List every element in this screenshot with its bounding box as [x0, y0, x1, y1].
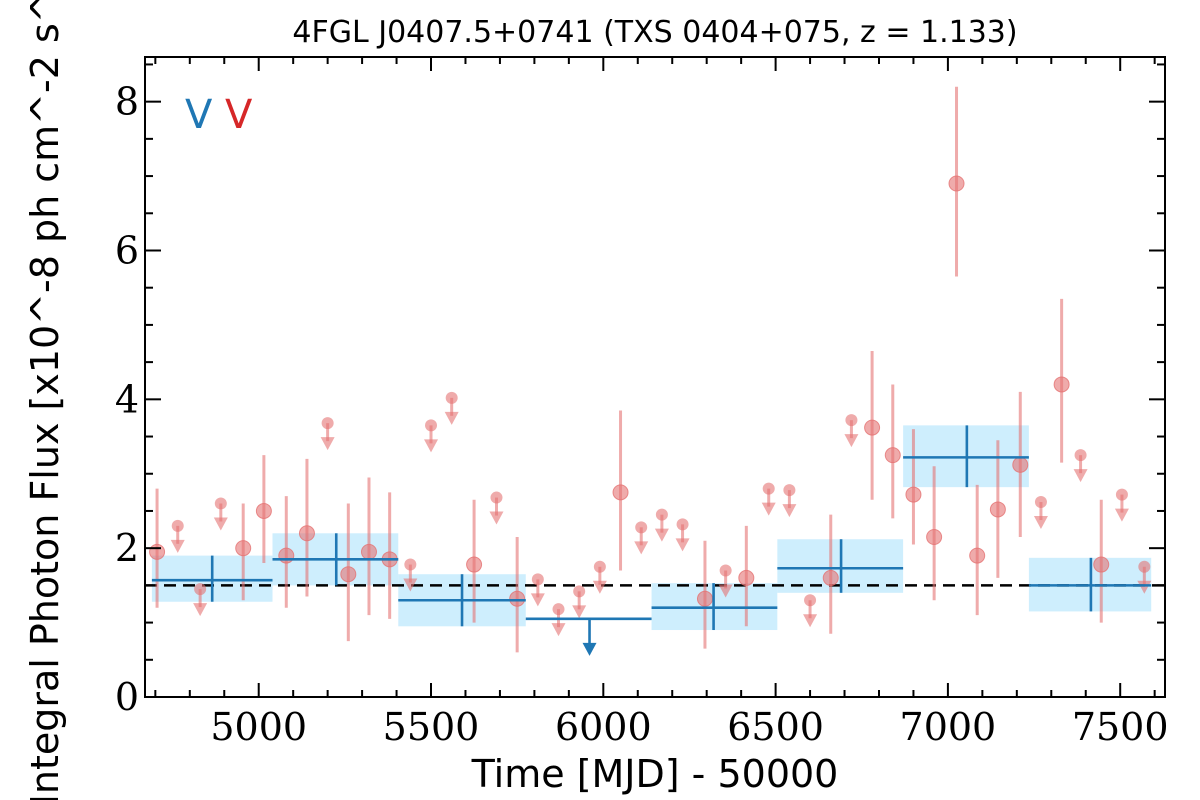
y-tick-label: 0 [115, 675, 139, 719]
upper-limit-arrow [572, 605, 587, 619]
upper-limit-arrow [170, 539, 185, 553]
upper-limit-arrow [444, 411, 459, 425]
x-axis-label: Time [MJD] - 50000 [471, 752, 839, 796]
upper-limit-arrow [1073, 469, 1088, 483]
data-point [255, 502, 272, 519]
upper-limit-point [804, 594, 817, 607]
upper-limit-arrow [654, 528, 669, 542]
upper-limit-point [445, 391, 458, 404]
data-point [738, 569, 755, 586]
marker-label: V [185, 92, 213, 138]
coarse-series [151, 425, 1152, 656]
upper-limit-arrow [675, 538, 690, 552]
upper-limit-point [321, 417, 334, 430]
data-point [509, 590, 526, 607]
data-point [884, 447, 901, 464]
x-tick-label: 6000 [555, 705, 652, 749]
marker-label: V [225, 92, 253, 138]
axis-ticks [145, 57, 1165, 698]
upper-limit-arrow [1033, 516, 1048, 530]
data-point [235, 540, 252, 557]
data-point [696, 590, 713, 607]
upper-limit-point [676, 518, 689, 531]
upper-limit-point [214, 497, 227, 510]
x-tick-label: 5500 [383, 705, 480, 749]
upper-limit-point [552, 603, 565, 616]
upper-limit-arrow [489, 511, 504, 525]
data-point [466, 556, 483, 573]
data-point [926, 529, 943, 545]
upper-limit-arrow [718, 584, 733, 598]
data-point [822, 569, 839, 586]
upper-limit-arrow [193, 603, 208, 617]
y-tick-label: 2 [115, 526, 139, 570]
upper-limit-point [1034, 496, 1047, 509]
y-axis-label: Integral Photon Flux [x10^-8 ph cm^-2 s^… [23, 0, 67, 800]
upper-limit-arrow [424, 439, 439, 453]
y-tick-label: 4 [115, 377, 139, 421]
upper-limit-point [1074, 449, 1087, 462]
upper-limit-point [573, 585, 586, 598]
data-point [360, 543, 377, 560]
data-point [1093, 556, 1110, 573]
upper-limit-point [762, 482, 775, 495]
upper-limit-point [635, 521, 648, 534]
upper-limit-point [845, 414, 858, 427]
coarse-upper-limit-arrow [582, 642, 597, 656]
data-point [905, 486, 922, 503]
upper-limit-arrow [213, 517, 228, 531]
upper-limit-arrow [1137, 580, 1152, 594]
upper-limit-arrow [761, 502, 776, 516]
data-point [1053, 376, 1070, 393]
data-point [612, 484, 629, 501]
data-point [278, 547, 295, 564]
y-tick-label: 8 [115, 80, 139, 124]
upper-limit-arrow [782, 504, 797, 518]
upper-limit-arrow [1114, 508, 1129, 522]
upper-limit-point [171, 519, 184, 532]
data-point [1012, 456, 1029, 473]
upper-limit-arrow [530, 593, 545, 607]
x-tick-label: 7000 [900, 705, 997, 749]
upper-limit-arrow [403, 578, 418, 592]
tick-labels: 5000 5500 6000 6500 7000 7500 0 2 4 6 8 [115, 80, 1169, 749]
upper-limit-point [194, 583, 207, 596]
upper-limit-arrow [634, 541, 649, 555]
upper-limit-point [1115, 488, 1128, 501]
data-point [969, 547, 986, 564]
x-tick-label: 7500 [1072, 705, 1169, 749]
upper-limit-point [593, 560, 606, 573]
data-point [340, 566, 357, 583]
data-point [149, 543, 166, 560]
plot-frame [144, 56, 1166, 698]
upper-limit-arrow [592, 580, 607, 594]
chart-title: 4FGL J0407.5+0741 (TXS 0404+075, z = 1.1… [292, 15, 1017, 50]
upper-limit-point [404, 558, 417, 571]
x-tick-label: 6500 [727, 705, 824, 749]
upper-limit-point [425, 419, 438, 432]
upper-limit-point [655, 508, 668, 521]
data-point [864, 419, 881, 436]
upper-limit-point [719, 564, 732, 577]
upper-limit-arrow [320, 437, 335, 451]
y-tick-label: 6 [115, 228, 139, 272]
upper-limit-point [531, 573, 544, 586]
upper-limit-arrow [551, 623, 566, 637]
upper-limit-point [783, 484, 796, 497]
x-tick-label: 5000 [210, 705, 307, 749]
upper-limit-arrow [803, 614, 818, 628]
upper-limit-arrow [844, 434, 859, 448]
data-point [948, 175, 965, 192]
data-point [298, 525, 315, 542]
upper-limit-point [490, 491, 503, 504]
data-point [989, 501, 1006, 518]
upper-limit-point [1138, 560, 1151, 573]
